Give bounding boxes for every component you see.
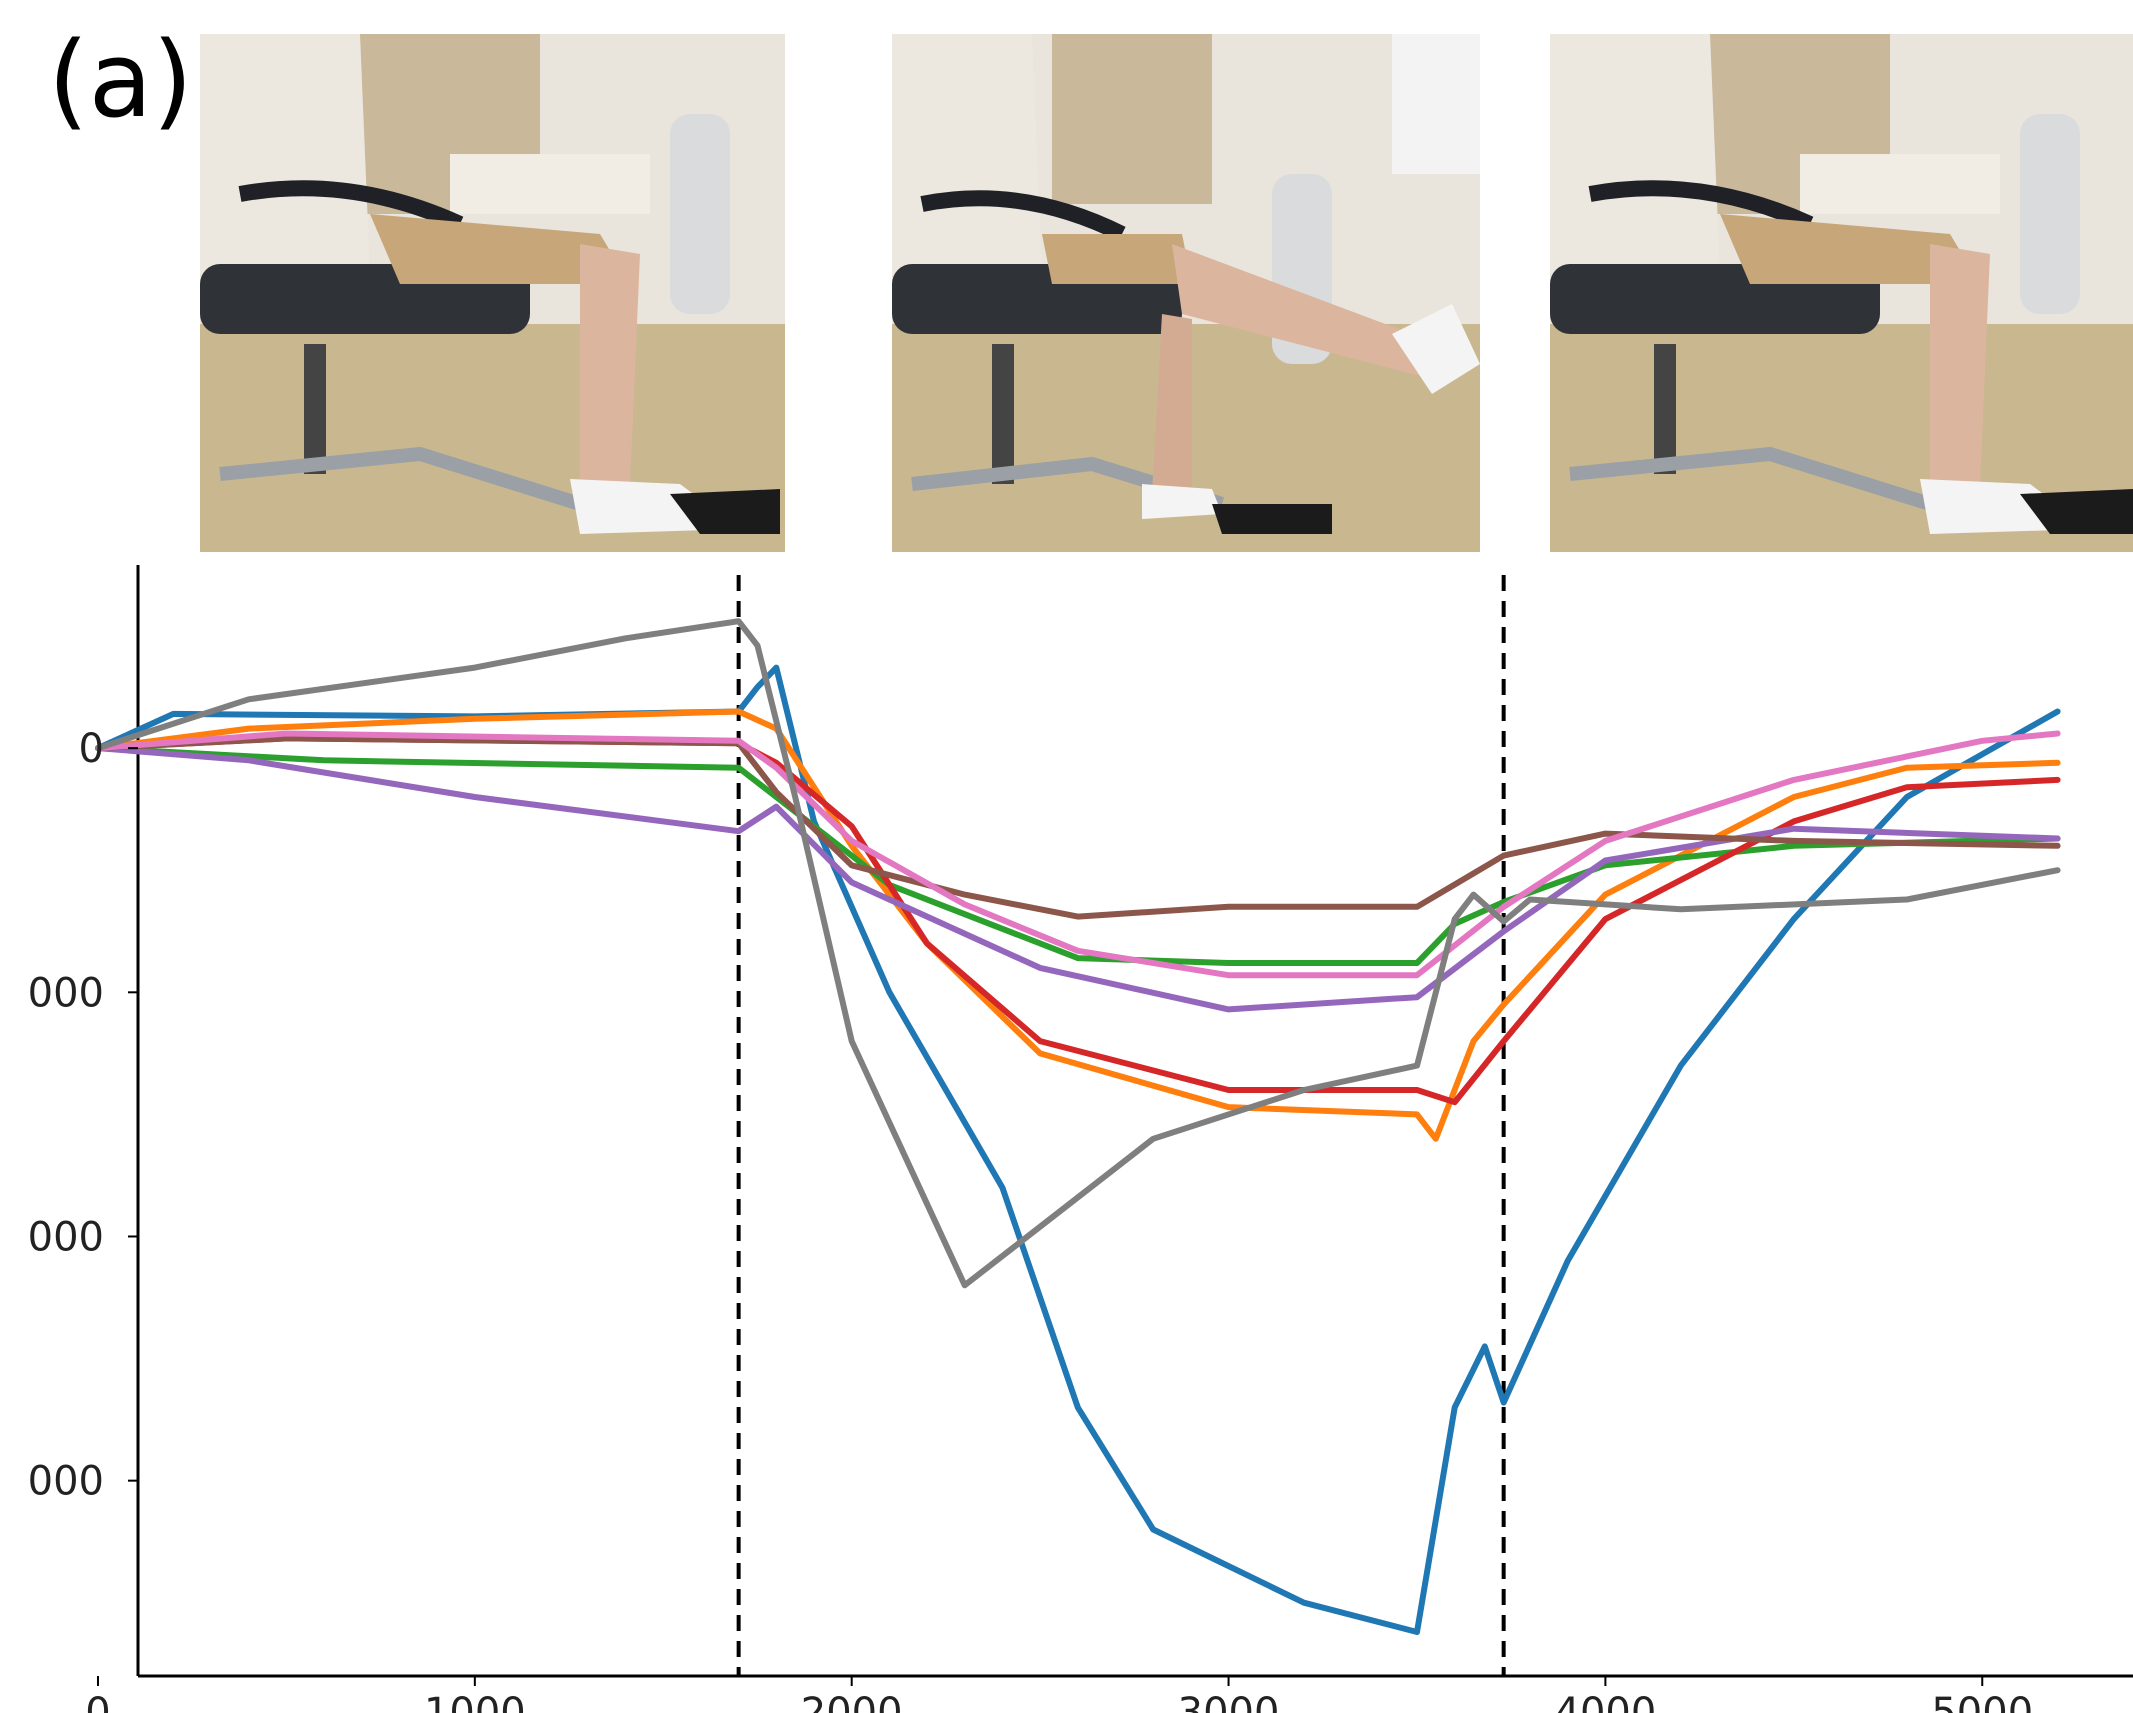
x-tick-label: 0 — [85, 1690, 110, 1713]
y-tick-label: 0 — [79, 726, 104, 772]
event-markers — [736, 575, 1506, 1676]
y-tick-label: 000 — [28, 1459, 104, 1505]
series-line-4 — [95, 735, 2061, 1106]
x-tick-label: 2000 — [801, 1690, 903, 1713]
series-line-5 — [95, 745, 2061, 1013]
x-tick-label: 1000 — [424, 1690, 526, 1713]
photo-seated-leg-extended — [892, 34, 1480, 552]
series-line-6 — [95, 735, 2061, 920]
panel-label: (a) — [48, 19, 193, 141]
series-line-8 — [95, 618, 2061, 1289]
series-line-2 — [95, 708, 2061, 1142]
x-tick-label: 4000 — [1555, 1690, 1657, 1713]
chart-axes — [136, 565, 2133, 1678]
series-line-3 — [95, 745, 2061, 966]
chart-series — [95, 618, 2061, 1635]
series-line-1 — [95, 664, 2061, 1635]
x-tick-label: 3000 — [1178, 1690, 1280, 1713]
photo-seated-leg-returned — [1550, 34, 2133, 552]
x-tick-label: 5000 — [1931, 1690, 2033, 1713]
series-line-7 — [95, 730, 2061, 979]
y-tick-label: 000 — [28, 970, 104, 1016]
photo-seated-leg-bent — [200, 34, 785, 552]
y-tick-label: 000 — [28, 1214, 104, 1260]
